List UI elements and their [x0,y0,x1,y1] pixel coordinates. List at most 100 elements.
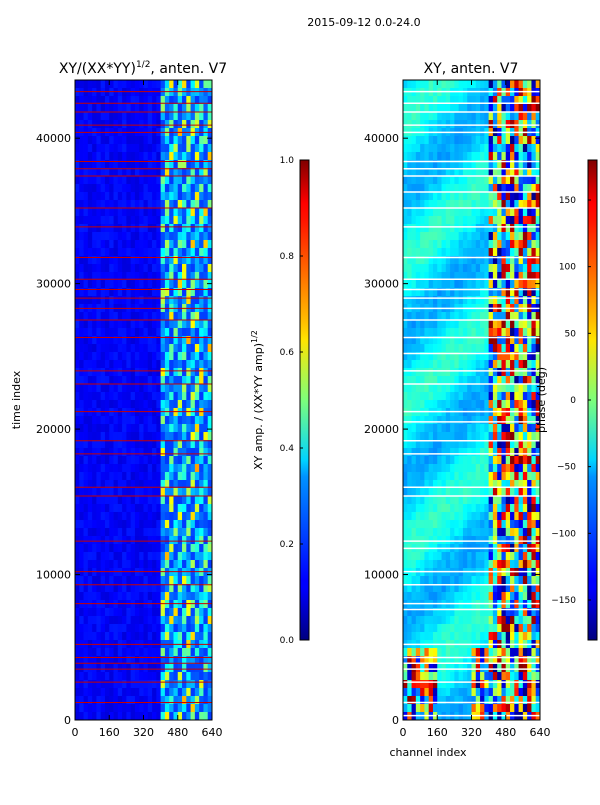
heatmap-cell [186,184,191,192]
heatmap-cell [92,464,97,472]
heatmap-cell [527,536,532,544]
heatmap-cell [165,368,170,376]
heatmap-cell [152,464,157,472]
heatmap-cell [148,544,153,552]
heatmap-cell [182,624,187,632]
heatmap-cell [493,144,498,152]
heatmap-cell [135,352,140,360]
heatmap-cell [84,312,89,320]
heatmap-cell [105,168,110,176]
heatmap-cell [476,456,481,464]
heatmap-cell [165,648,170,656]
heatmap-cell [178,400,183,408]
heatmap-cell [101,688,106,696]
heatmap-cell [420,528,425,536]
heatmap-cell [407,248,412,256]
heatmap-cell [105,392,110,400]
heatmap-cell [506,216,511,224]
heatmap-cell [122,376,127,384]
heatmap-cell [424,192,429,200]
heatmap-cell [131,440,136,448]
heatmap-cell [191,424,196,432]
heatmap-cell [88,400,93,408]
heatmap-cell [114,232,119,240]
heatmap-cell [101,80,106,88]
heatmap-cell [484,432,489,440]
heatmap-cell [152,624,157,632]
heatmap-cell [480,648,485,656]
heatmap-cell [96,680,101,688]
heatmap-cell [199,608,204,616]
heatmap-cell [527,144,532,152]
heatmap-cell [122,704,127,712]
heatmap-cell [114,240,119,248]
heatmap-cell [75,328,80,336]
heatmap-cell [178,432,183,440]
heatmap-cell [105,192,110,200]
heatmap-cell [519,624,524,632]
heatmap-cell [497,560,502,568]
heatmap-cell [523,560,528,568]
heatmap-cell [156,112,161,120]
heatmap-cell [152,696,157,704]
heatmap-cell [476,624,481,632]
heatmap-cell [514,80,519,88]
heatmap-cell [476,240,481,248]
heatmap-cell [173,624,178,632]
heatmap-cell [118,208,123,216]
heatmap-cell [144,424,149,432]
heatmap-cell [96,328,101,336]
heatmap-cell [195,424,200,432]
heatmap-cell [139,184,144,192]
heatmap-cell [75,264,80,272]
heatmap-cell [433,632,438,640]
heatmap-cell [412,400,417,408]
heatmap-cell [424,136,429,144]
heatmap-cell [506,520,511,528]
heatmap-cell [114,592,119,600]
heatmap-cell [416,320,421,328]
heatmap-cell [412,320,417,328]
heatmap-cell [182,112,187,120]
heatmap-cell [182,192,187,200]
heatmap-cell [122,224,127,232]
heatmap-cell [169,528,174,536]
heatmap-cell [191,144,196,152]
heatmap-cell [178,704,183,712]
heatmap-cell [79,416,84,424]
heatmap-cell [476,520,481,528]
heatmap-cell [442,576,447,584]
heatmap-cell [199,520,204,528]
heatmap-cell [510,80,515,88]
heatmap-cell [442,632,447,640]
heatmap-cell [75,296,80,304]
heatmap-cell [152,416,157,424]
heatmap-cell [101,392,106,400]
heatmap-cell [472,216,477,224]
heatmap-cell [96,512,101,520]
heatmap-cell [178,352,183,360]
heatmap-cell [105,632,110,640]
heatmap-cell [523,400,528,408]
heatmap-cell [126,544,131,552]
heatmap-cell [416,104,421,112]
heatmap-cell [122,712,127,720]
heatmap-cell [169,360,174,368]
heatmap-cell [531,504,536,512]
heatmap-cell [88,104,93,112]
heatmap-cell [203,520,208,528]
heatmap-cell [407,504,412,512]
heatmap-cell [403,416,408,424]
heatmap-cell [476,360,481,368]
heatmap-cell [454,296,459,304]
heatmap-cell [148,264,153,272]
heatmap-cell [450,328,455,336]
heatmap-cell [203,680,208,688]
heatmap-cell [463,192,468,200]
heatmap-cell [139,496,144,504]
heatmap-cell [152,368,157,376]
heatmap-cell [178,504,183,512]
heatmap-cell [88,392,93,400]
heatmap-cell [407,392,412,400]
